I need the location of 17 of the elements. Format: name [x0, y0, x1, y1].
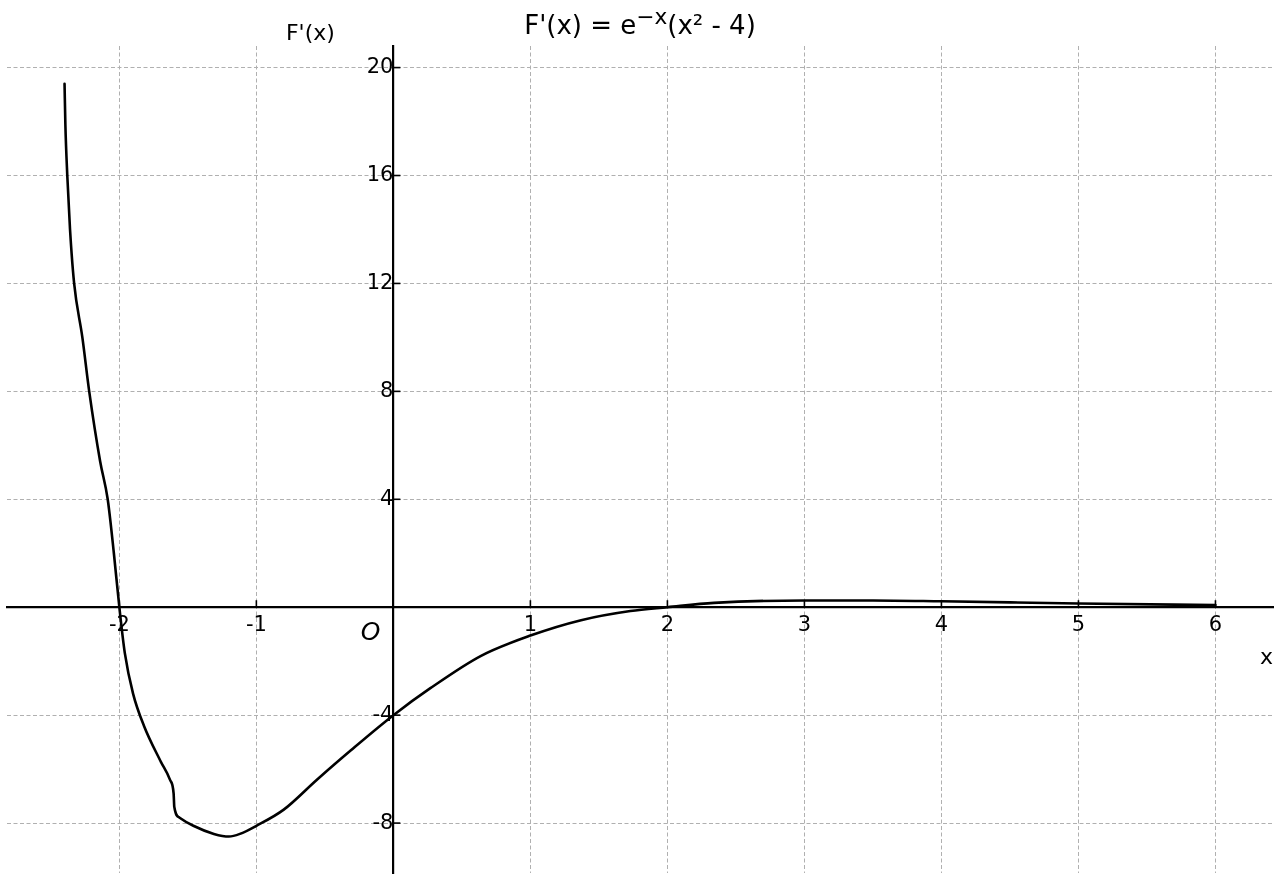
x-tick-label: 3 [797, 612, 812, 637]
x-tick-label: 6 [1208, 612, 1223, 637]
y-tick-label: 8 [380, 377, 394, 402]
x-axis-title: x [1259, 643, 1273, 669]
x-tick-label: -1 [245, 612, 267, 637]
y-tick-label: -8 [372, 809, 394, 834]
y-tick-label: 4 [380, 485, 394, 510]
y-tick-label: 16 [366, 161, 394, 186]
annotation: O [360, 616, 381, 646]
chart-title: F'(x) = e$^{−x}$(x² - 4) [524, 4, 756, 40]
y-axis-title: F'(x) [285, 19, 335, 45]
y-tick-label: 20 [366, 54, 394, 79]
y-tick-label: 12 [366, 269, 394, 294]
x-tick-label: 2 [660, 612, 675, 637]
x-tick-label: 5 [1071, 612, 1086, 637]
x-tick-label: 4 [934, 612, 949, 637]
x-tick-label: 1 [523, 612, 538, 637]
